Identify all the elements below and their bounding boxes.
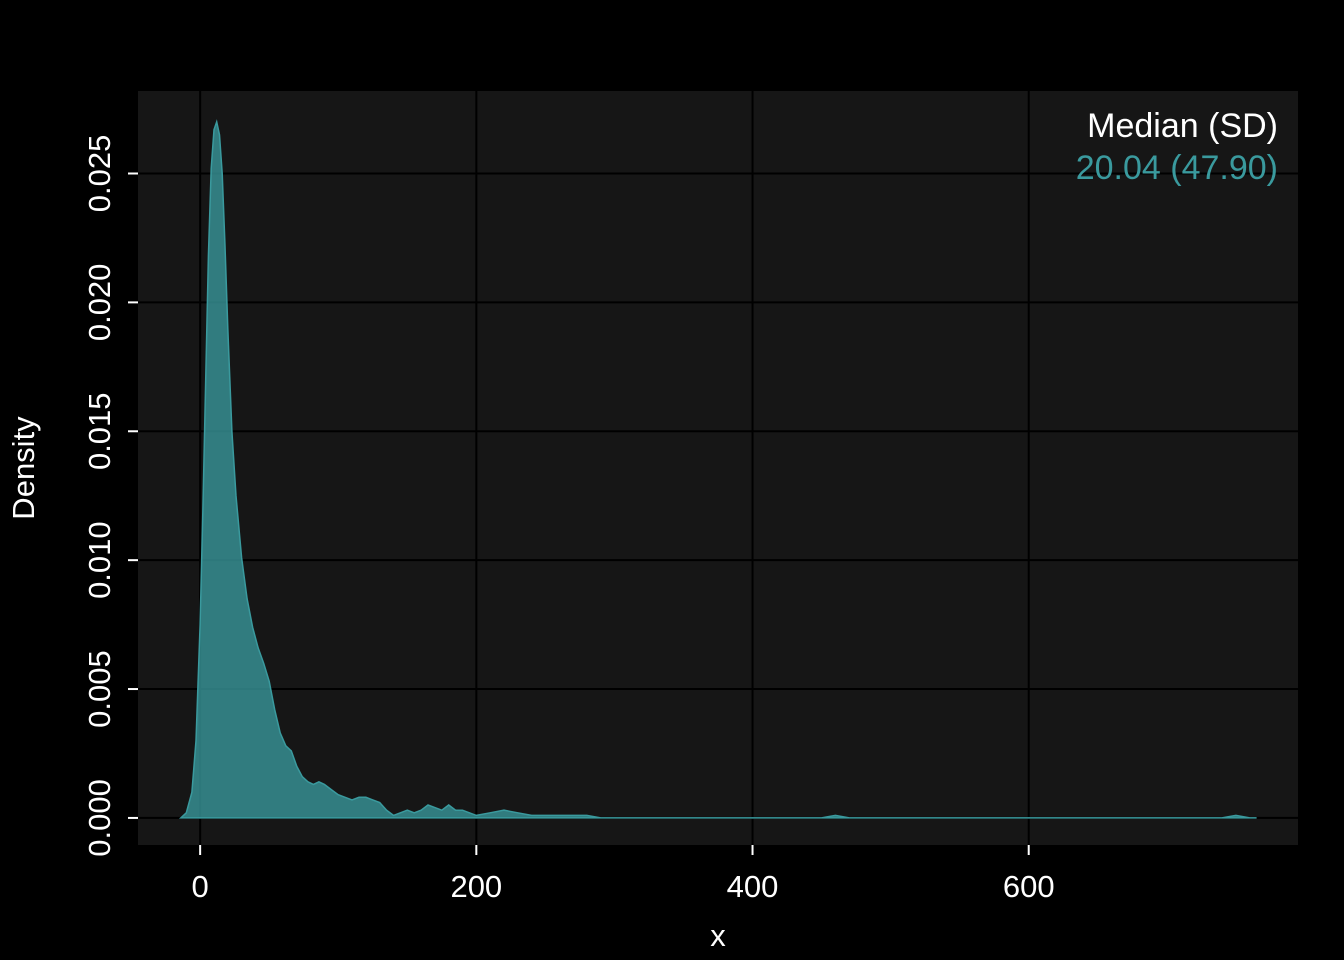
grid-lines [138, 91, 1298, 845]
x-tick-label: 600 [1003, 869, 1055, 904]
y-tick-label: 0.015 [82, 392, 117, 470]
y-tick-label: 0.000 [82, 779, 117, 857]
y-axis-title: Density [6, 416, 41, 520]
x-tick-label: 0 [192, 869, 209, 904]
x-axis-ticks: 0 200 400 600 [192, 845, 1055, 904]
x-tick-label: 200 [450, 869, 502, 904]
y-tick-label: 0.025 [82, 135, 117, 213]
y-tick-label: 0.010 [82, 521, 117, 599]
y-tick-label: 0.005 [82, 650, 117, 728]
x-tick-label: 400 [727, 869, 779, 904]
density-area [178, 119, 1257, 819]
plot-panel [138, 91, 1298, 845]
annotation-header: Median (SD) [1087, 107, 1278, 145]
annotation-value: 20.04 (47.90) [1076, 149, 1278, 187]
y-tick-label: 0.020 [82, 264, 117, 342]
x-axis-title: x [710, 918, 726, 953]
y-axis-ticks: 0.000 0.005 0.010 0.015 0.020 0.025 [82, 135, 138, 857]
